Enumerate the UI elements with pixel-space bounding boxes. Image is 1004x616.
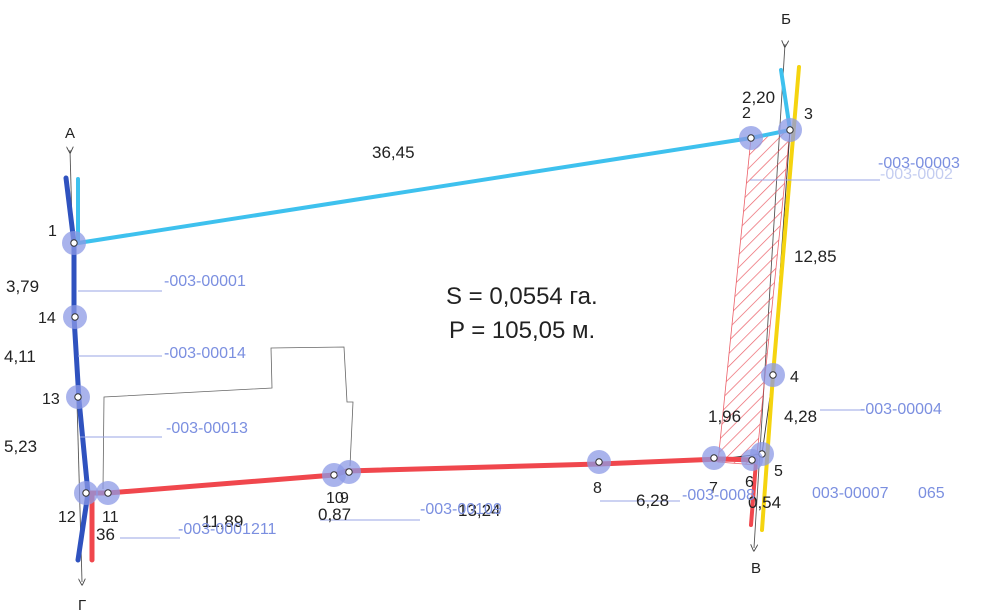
point-numbers: 1 2 3 4 5 6 7 8 9 10 11 12 13 14 xyxy=(38,105,813,526)
distance-14-1: 3,79 xyxy=(6,277,39,296)
point-5-label: 5 xyxy=(774,463,783,480)
distance-2-3: 2,20 xyxy=(742,88,775,107)
point-11-label: 11 xyxy=(102,509,119,526)
point-8-label: 8 xyxy=(593,480,602,497)
point-marker-4 xyxy=(761,363,785,387)
direction-a-label: А xyxy=(65,125,75,142)
distance-4-5: 4,28 xyxy=(784,407,817,426)
south-boundary-tail xyxy=(749,460,758,527)
cadastral-labels: -003-00001 -003-00014 -003-00013 -003-00… xyxy=(164,155,960,538)
distance-10-11: 11,89 xyxy=(202,512,243,531)
point-marker-1 xyxy=(62,231,86,255)
point-1-label: 1 xyxy=(48,223,57,240)
parcel-summary: S = 0,0554 га. P = 105,05 м. xyxy=(446,283,598,344)
distance-12-13: 5,23 xyxy=(4,437,37,456)
cadastral-number-00004: -003-00004 xyxy=(860,401,942,418)
distance-1-2: 36,45 xyxy=(372,143,415,162)
distance-7-8: 6,28 xyxy=(636,491,669,510)
cadastral-number-00014: -003-00014 xyxy=(164,345,246,362)
distance-13-14: 4,11 xyxy=(4,347,36,366)
segment-lengths: 36,45 2,20 12,85 4,28 0,54 1,96 6,28 13,… xyxy=(4,88,837,544)
direction-b-label: Б xyxy=(781,11,791,28)
point-10-label: 10 xyxy=(326,490,344,507)
point-marker-2 xyxy=(739,126,763,150)
point-marker-13 xyxy=(66,385,90,409)
point-9-label: 9 xyxy=(340,490,349,507)
distance-9-10: 0,87 xyxy=(318,505,351,524)
point-marker-10 xyxy=(337,460,361,484)
cadastral-number-00013: -003-00013 xyxy=(166,420,248,437)
neighbour-building-outline xyxy=(102,346,354,490)
perimeter-label: P = 105,05 м. xyxy=(449,317,595,344)
point-14-label: 14 xyxy=(38,310,56,327)
distance-8-9: 13,24 xyxy=(458,501,501,520)
point-7-label: 7 xyxy=(709,480,718,497)
point-2-label: 2 xyxy=(742,105,751,122)
point-marker-6 xyxy=(741,449,763,471)
distance-11-12: 36 xyxy=(96,525,115,544)
point-marker-14 xyxy=(63,305,87,329)
point-marker-8 xyxy=(587,450,611,474)
cadastral-number-00003: -003-00003 xyxy=(878,155,960,172)
cadastral-number-00001: -003-00001 xyxy=(164,273,246,290)
point-12-label: 12 xyxy=(58,509,76,526)
direction-g-label: Г xyxy=(78,597,86,614)
cadastral-number-south-far: 003-00007 xyxy=(812,485,889,502)
point-marker-7 xyxy=(702,446,726,470)
distance-6-7: 1,96 xyxy=(708,407,741,426)
parcel-boundary xyxy=(73,129,791,494)
point-3-label: 3 xyxy=(804,106,813,123)
point-marker-11 xyxy=(96,481,120,505)
distance-3-4: 12,85 xyxy=(794,247,837,266)
north-boundary xyxy=(76,68,793,246)
distance-5-6: 0,54 xyxy=(748,493,781,512)
cadastral-number-south-right: -003-0008 xyxy=(682,487,755,504)
point-marker-3 xyxy=(778,118,802,142)
boundary-points xyxy=(62,118,802,505)
point-4-label: 4 xyxy=(790,369,799,386)
point-13-label: 13 xyxy=(42,391,60,408)
cadastral-number-south-far-suffix: 065 xyxy=(918,485,945,502)
direction-v-label: В xyxy=(751,560,761,577)
point-marker-12 xyxy=(74,481,98,505)
cadastral-leaders xyxy=(78,179,880,539)
cadastral-number-south-left: -003-0001211 xyxy=(178,521,277,538)
cadastral-number-south-mid: -003-00109 xyxy=(420,501,502,518)
point-6-label: 6 xyxy=(745,474,754,491)
cadastral-number-ghost: -003-0002 xyxy=(880,166,953,183)
area-label: S = 0,0554 га. xyxy=(446,283,598,310)
direction-labels: А Б В Г xyxy=(65,11,791,614)
